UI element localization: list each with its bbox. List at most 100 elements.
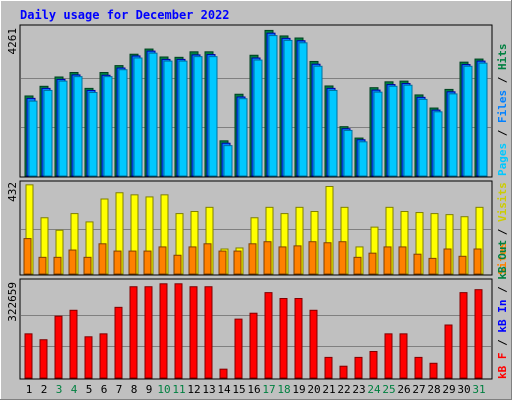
x-tick-label: 22 [337, 383, 350, 396]
bar-kbf [324, 356, 333, 379]
x-tick-label: 11 [172, 383, 185, 396]
bar-sites [308, 241, 317, 275]
bar-pages [193, 56, 203, 177]
legend-middle: Sites / Visits [496, 182, 509, 275]
bar-pages [283, 39, 293, 177]
legend-kbf: kB F [496, 353, 509, 380]
bar-kbf [159, 283, 168, 379]
panel-kbytes: 322659 [6, 278, 493, 380]
x-tick-label: 29 [442, 383, 455, 396]
bar-kbf [219, 368, 228, 379]
legend-pages: Pages [496, 143, 509, 176]
bar-kbf [24, 333, 33, 379]
legend-bottom: kB F / kB In / kB Out [496, 240, 509, 379]
panel-frame-bottom [19, 278, 493, 380]
bar-kbf [174, 283, 183, 379]
bar-pages [58, 80, 68, 177]
panel-visits-sites: 432 [6, 180, 493, 276]
x-tick-label: 9 [146, 383, 153, 396]
bar-sites [248, 243, 257, 275]
legend-sep-3: / [496, 222, 509, 242]
bar-kbf [249, 312, 258, 379]
bar-kbf [279, 298, 288, 379]
bar-sites [398, 246, 407, 275]
bar-pages [313, 65, 323, 177]
bar-pages [223, 145, 233, 177]
panel-frame-middle [19, 180, 493, 276]
x-tick-label: 1 [26, 383, 33, 396]
bar-pages [73, 76, 83, 177]
bar-pages [268, 35, 278, 177]
bar-pages [343, 129, 353, 177]
x-tick-label: 15 [232, 383, 245, 396]
bar-pages [433, 111, 443, 177]
x-tick-label: 18 [277, 383, 290, 396]
bar-sites [218, 250, 227, 275]
bar-sites [473, 248, 482, 275]
legend-sep-4: / [496, 333, 509, 353]
legend-hits: Hits [496, 44, 509, 71]
x-tick-label: 7 [116, 383, 123, 396]
bar-sites [278, 246, 287, 275]
x-tick-label: 24 [367, 383, 381, 396]
x-tick-label: 19 [292, 383, 305, 396]
x-tick-label: 8 [131, 383, 138, 396]
bar-sites [188, 246, 197, 275]
bar-pages [118, 69, 128, 177]
bar-pages [388, 85, 398, 177]
x-tick-label: 27 [412, 383, 425, 396]
bar-kbf [294, 298, 303, 379]
legend-sep-2: / [496, 70, 509, 90]
y-max-label-top: 4261 [6, 28, 19, 55]
x-tick-label: 25 [382, 383, 395, 396]
legend-visits: Visits [496, 182, 509, 222]
bar-sites [203, 243, 212, 275]
legend-kbout: kB Out [496, 240, 509, 280]
x-tick-label: 14 [217, 383, 231, 396]
x-tick-label: 3 [56, 383, 63, 396]
bar-pages [88, 92, 98, 177]
bar-kbf [204, 286, 213, 379]
bar-sites [263, 241, 272, 275]
bar-kbf [384, 333, 393, 379]
legend-sep-5: / [496, 280, 509, 300]
bar-sites [68, 249, 77, 275]
bar-pages [163, 60, 173, 177]
bar-pages [478, 62, 488, 177]
bar-kbf [144, 286, 153, 379]
x-tick-label: 17 [262, 383, 275, 396]
y-max-label-middle: 432 [6, 182, 19, 202]
bar-kbf [444, 324, 453, 379]
bar-pages [448, 93, 458, 177]
bar-pages [133, 57, 143, 177]
bar-sites [83, 256, 92, 275]
x-tick-label: 23 [352, 383, 365, 396]
legend-top: Pages / Files / Hits [496, 44, 509, 177]
bar-kbf [114, 306, 123, 379]
bar-pages [298, 42, 308, 177]
bar-pages [373, 91, 383, 177]
bar-sites [293, 245, 302, 275]
bar-sites [128, 250, 137, 275]
bar-sites [368, 252, 377, 275]
legend-files: Files [496, 90, 509, 123]
x-tick-label: 30 [457, 383, 470, 396]
bar-sites [323, 242, 332, 275]
x-tick-label: 21 [322, 383, 335, 396]
legend-sep-1: / [496, 123, 509, 143]
x-tick-label: 12 [187, 383, 200, 396]
bar-sites [98, 243, 107, 275]
x-tick-label: 28 [427, 383, 440, 396]
bar-pages [403, 84, 413, 177]
bar-kbf [234, 318, 243, 379]
bar-sites [428, 257, 437, 275]
bar-pages [103, 76, 113, 177]
bar-sites [413, 253, 422, 275]
bar-sites [158, 246, 167, 275]
legend-kbin: kB In [496, 300, 509, 333]
bar-sites [143, 250, 152, 275]
bar-pages [358, 141, 368, 177]
bar-pages [238, 98, 248, 177]
